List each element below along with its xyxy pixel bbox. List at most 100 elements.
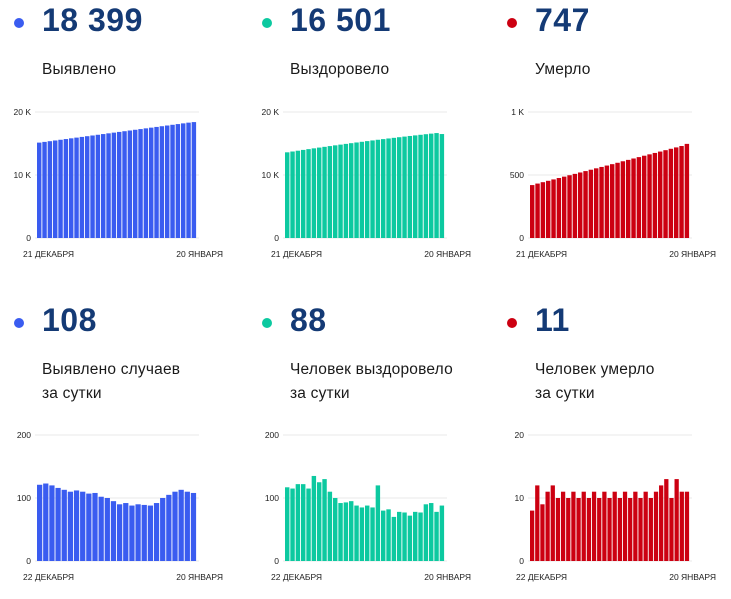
bar — [306, 488, 311, 561]
bar — [560, 491, 566, 561]
bar — [55, 487, 61, 561]
bar — [397, 511, 402, 561]
x-axis-end-label: 20 ЯНВАРЯ — [424, 572, 471, 582]
stat-label-line: Выявлено случаев — [42, 361, 181, 378]
bar — [567, 175, 572, 238]
bar — [175, 124, 181, 238]
bar — [663, 150, 668, 238]
bar — [642, 155, 647, 238]
bar — [295, 150, 301, 238]
bar — [365, 141, 370, 238]
bar — [631, 158, 636, 238]
bar-chart: 0 100 200 22 ДЕКАБРЯ 20 ЯНВАРЯ — [265, 430, 471, 582]
bar — [338, 144, 343, 238]
bar — [423, 504, 429, 561]
bar-chart: 0 10 20 22 ДЕКАБРЯ 20 ЯНВАРЯ — [515, 430, 716, 582]
y-tick-label: 100 — [265, 493, 279, 503]
bar — [290, 151, 295, 238]
bar — [349, 501, 354, 561]
bar — [434, 511, 439, 561]
x-axis-end-label: 20 ЯНВАРЯ — [669, 249, 716, 259]
stat-value: 88 — [290, 302, 327, 338]
panel-confirmed-daily: 108 Выявлено случаев за сутки 0 100 200 22 … — [0, 300, 243, 599]
bar — [602, 491, 607, 561]
bar — [418, 512, 423, 561]
y-tick-label: 10 K — [262, 170, 280, 180]
bar — [413, 511, 418, 561]
bar — [92, 492, 98, 561]
bar — [418, 134, 423, 238]
bar — [86, 493, 92, 561]
bar — [648, 498, 653, 561]
bar-chart: 0 500 1 K 21 ДЕКАБРЯ 20 ЯНВАРЯ — [510, 107, 716, 259]
stat-label: Умерло — [535, 58, 591, 82]
bar — [620, 161, 626, 238]
bar — [679, 146, 684, 238]
y-tick-label: 200 — [17, 430, 31, 440]
bar — [576, 498, 581, 561]
bar — [664, 479, 669, 561]
bar — [85, 136, 90, 238]
bar-chart: 0 10 K 20 K 21 ДЕКАБРЯ 20 ЯНВАРЯ — [262, 107, 472, 259]
bar — [295, 484, 301, 561]
bar — [546, 180, 551, 238]
bar — [375, 485, 381, 561]
bar — [540, 504, 545, 561]
bar — [69, 138, 74, 238]
stat-value: 747 — [535, 2, 590, 38]
bar — [327, 491, 333, 561]
bar — [633, 491, 638, 561]
bar — [285, 487, 290, 561]
panel-deaths-total: 747 Умерло 0 500 1 K 21 ДЕКАБРЯ 20 ЯНВАРЯ — [493, 0, 731, 299]
bar — [74, 137, 79, 238]
bar — [636, 157, 642, 238]
legend-dot — [507, 318, 517, 328]
bar — [684, 491, 690, 561]
bar — [338, 503, 343, 561]
bar — [327, 146, 333, 238]
bar — [172, 491, 178, 561]
stat-label-line: Человек выздоровело — [290, 361, 453, 378]
x-axis-start-label: 22 ДЕКАБРЯ — [516, 572, 567, 582]
y-tick-label: 0 — [26, 556, 31, 566]
bar — [186, 122, 191, 238]
bar — [63, 139, 69, 238]
bar — [43, 483, 49, 561]
bar — [658, 151, 663, 238]
stat-label-line: за сутки — [535, 385, 595, 402]
bar — [354, 142, 359, 238]
bar — [301, 149, 306, 238]
bar — [311, 148, 317, 238]
y-tick-label: 500 — [510, 170, 524, 180]
bar — [652, 152, 658, 238]
stat-label-line: Умерло — [535, 61, 591, 78]
x-axis-end-label: 20 ЯНВАРЯ — [669, 572, 716, 582]
x-axis-start-label: 21 ДЕКАБРЯ — [516, 249, 567, 259]
bar — [556, 178, 562, 238]
bar — [594, 168, 599, 238]
bar — [530, 510, 535, 561]
bar — [402, 512, 407, 561]
bar — [166, 494, 172, 561]
bar — [95, 134, 101, 238]
bar — [397, 137, 402, 238]
stat-label-line: Человек умерло — [535, 361, 655, 378]
bar — [42, 141, 47, 238]
bar-chart: 0 100 200 22 ДЕКАБРЯ 20 ЯНВАРЯ — [17, 430, 223, 582]
bar — [429, 503, 434, 561]
bar — [604, 165, 610, 238]
bar — [391, 516, 397, 561]
bar — [591, 491, 597, 561]
bar — [165, 125, 170, 238]
bar — [597, 498, 602, 561]
bar — [123, 503, 129, 561]
bar — [562, 176, 567, 238]
y-tick-label: 0 — [519, 233, 524, 243]
stat-label-line: за сутки — [42, 385, 102, 402]
bar — [643, 491, 648, 561]
stat-value: 18 399 — [42, 2, 143, 38]
bar — [98, 496, 104, 561]
bar — [679, 491, 684, 561]
panel-deaths-daily: 11 Человек умерло за сутки 0 10 20 22 ДЕКАБ… — [493, 300, 731, 599]
legend-dot — [262, 318, 272, 328]
